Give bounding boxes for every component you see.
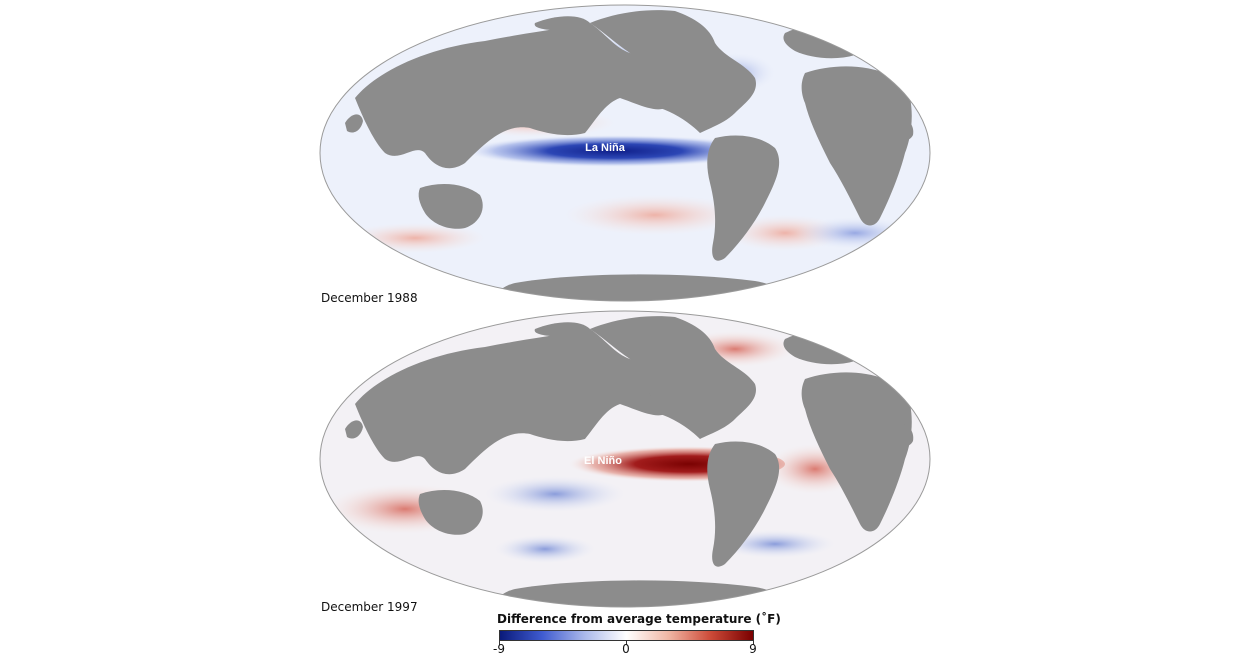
legend-tick-min xyxy=(499,641,500,645)
map-annotation: La Niña xyxy=(585,142,626,154)
date-label-1988: December 1988 xyxy=(321,291,418,305)
map-outline xyxy=(319,310,931,608)
legend-label-max: 9 xyxy=(749,642,757,656)
world-map-1997: El Niño xyxy=(319,310,931,608)
legend-tick-max xyxy=(753,641,754,645)
world-map-1988: La Niña xyxy=(319,4,931,302)
map-outline xyxy=(319,4,931,302)
south-pacific-cool-anomaly xyxy=(485,476,625,512)
date-label-1997: December 1997 xyxy=(321,600,418,614)
land xyxy=(345,10,914,301)
legend-label-mid: 0 xyxy=(622,642,630,656)
south-pacific-warm-anomaly xyxy=(565,195,745,235)
map-december-1997: El Niño xyxy=(315,309,935,609)
southern-ocean-cool-anomaly xyxy=(795,217,915,249)
map-annotation: El Niño xyxy=(584,455,622,467)
legend-tick-mid xyxy=(626,641,627,645)
legend-title: Difference from average temperature (˚F) xyxy=(497,612,781,626)
color-legend: Difference from average temperature (˚F)… xyxy=(493,612,781,656)
la-nina-cold-tongue xyxy=(465,135,765,167)
legend-label-min: -9 xyxy=(493,642,505,656)
legend-color-bar xyxy=(499,630,754,641)
map-december-1988: La Niña xyxy=(315,3,935,303)
southern-pacific-cool-anomaly xyxy=(495,535,595,563)
